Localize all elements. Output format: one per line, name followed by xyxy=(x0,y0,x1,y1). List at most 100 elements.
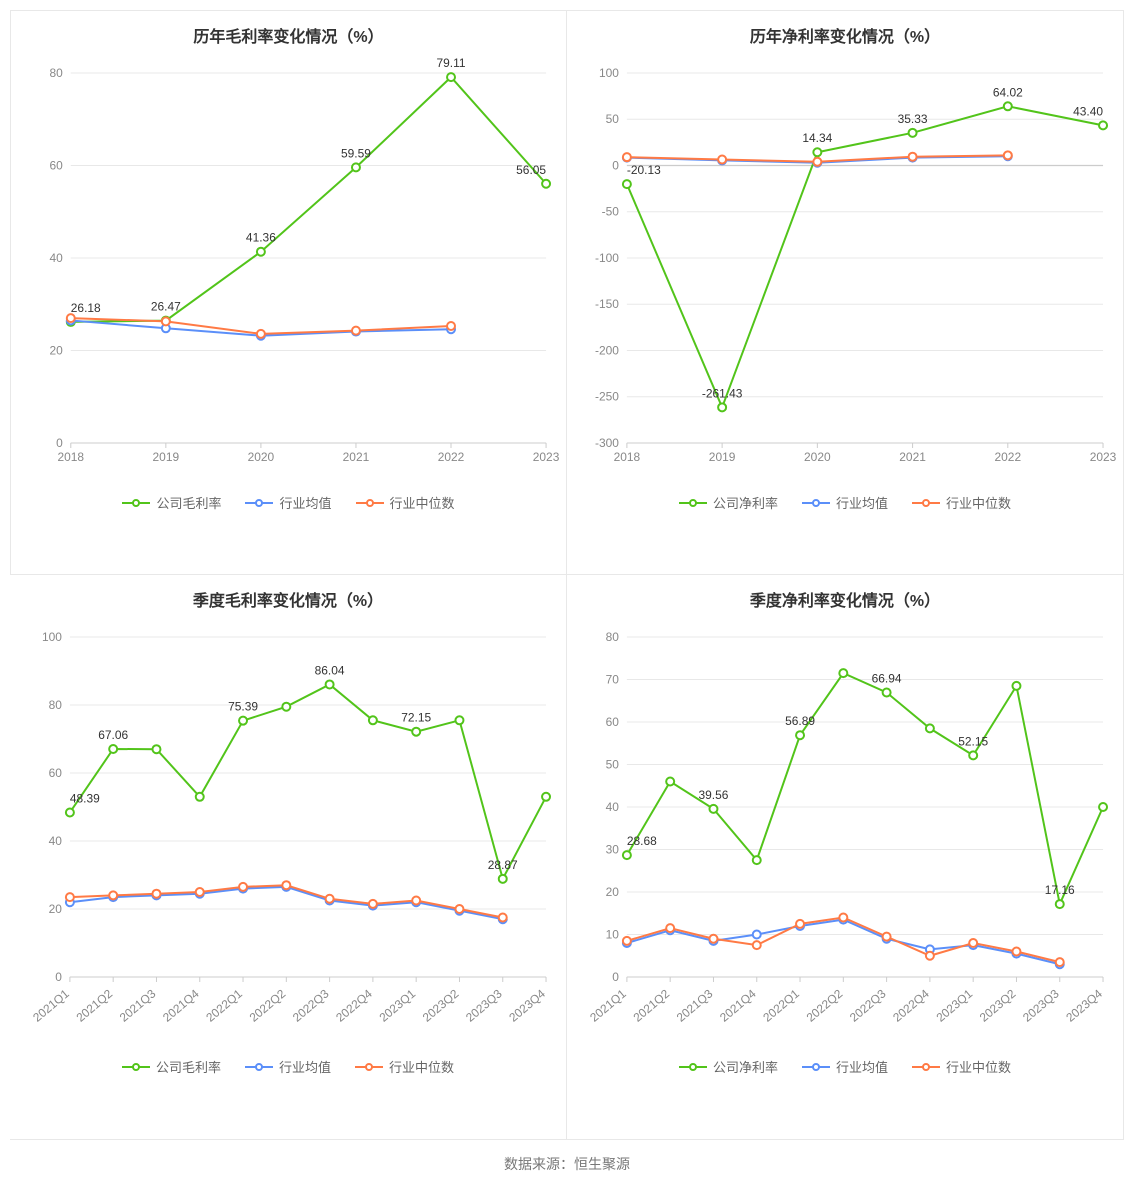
svg-text:2022: 2022 xyxy=(438,450,465,464)
svg-text:2021Q3: 2021Q3 xyxy=(674,986,716,1024)
svg-text:64.02: 64.02 xyxy=(993,85,1023,99)
svg-text:14.34: 14.34 xyxy=(802,131,832,145)
svg-text:56.89: 56.89 xyxy=(785,714,815,728)
legend-label: 公司净利率 xyxy=(713,1057,778,1076)
svg-text:2023Q2: 2023Q2 xyxy=(977,986,1019,1024)
legend-label: 行业中位数 xyxy=(946,1057,1011,1076)
svg-text:48.39: 48.39 xyxy=(70,791,100,805)
legend-item[interactable]: 公司净利率 xyxy=(679,493,778,512)
svg-text:100: 100 xyxy=(42,630,62,644)
legend-item[interactable]: 公司毛利率 xyxy=(122,493,221,512)
svg-text:2022Q2: 2022Q2 xyxy=(247,986,289,1024)
legend-item[interactable]: 行业均值 xyxy=(245,1057,331,1076)
legend-label: 公司净利率 xyxy=(713,493,778,512)
legend-item[interactable]: 行业均值 xyxy=(802,493,888,512)
svg-text:75.39: 75.39 xyxy=(228,700,258,714)
legend-label: 行业中位数 xyxy=(390,493,455,512)
svg-text:2023Q1: 2023Q1 xyxy=(377,986,419,1024)
svg-text:2022: 2022 xyxy=(994,450,1021,464)
svg-text:2021: 2021 xyxy=(899,450,926,464)
legend-item[interactable]: 行业中位数 xyxy=(356,493,455,512)
svg-text:20: 20 xyxy=(50,343,64,357)
legend-label: 行业中位数 xyxy=(946,493,1011,512)
legend-label: 行业均值 xyxy=(836,1057,888,1076)
svg-text:26.18: 26.18 xyxy=(71,301,101,315)
svg-text:-50: -50 xyxy=(602,205,620,219)
svg-text:2018: 2018 xyxy=(57,450,84,464)
svg-text:2021Q4: 2021Q4 xyxy=(160,986,202,1024)
svg-text:0: 0 xyxy=(56,436,63,450)
svg-text:79.11: 79.11 xyxy=(437,56,466,70)
svg-text:2022Q4: 2022Q4 xyxy=(890,986,932,1024)
svg-text:28.87: 28.87 xyxy=(488,858,518,872)
legend-item[interactable]: 行业均值 xyxy=(802,1057,888,1076)
svg-text:86.04: 86.04 xyxy=(315,663,345,677)
svg-text:40: 40 xyxy=(606,800,620,814)
svg-text:40: 40 xyxy=(49,834,63,848)
svg-text:2019: 2019 xyxy=(153,450,180,464)
legend-item[interactable]: 行业均值 xyxy=(245,493,331,512)
svg-text:2022Q2: 2022Q2 xyxy=(804,986,846,1024)
svg-text:2023Q2: 2023Q2 xyxy=(420,986,462,1024)
legend-item[interactable]: 公司毛利率 xyxy=(122,1057,221,1076)
legend-swatch-icon xyxy=(679,1061,707,1073)
legend-swatch-icon xyxy=(245,497,273,509)
svg-text:60: 60 xyxy=(50,158,64,172)
svg-text:2020: 2020 xyxy=(804,450,831,464)
chart-legend: 公司毛利率 行业均值 行业中位数 xyxy=(11,483,566,530)
legend-swatch-icon xyxy=(912,497,940,509)
svg-text:60: 60 xyxy=(606,715,620,729)
legend-swatch-icon xyxy=(355,1061,383,1073)
svg-text:2023Q1: 2023Q1 xyxy=(934,986,976,1024)
legend-swatch-icon xyxy=(356,497,384,509)
legend-label: 行业均值 xyxy=(836,493,888,512)
svg-text:52.15: 52.15 xyxy=(958,734,988,748)
svg-text:2023Q4: 2023Q4 xyxy=(506,986,548,1024)
svg-text:2021Q2: 2021Q2 xyxy=(74,986,116,1024)
legend-label: 行业均值 xyxy=(279,493,331,512)
legend-item[interactable]: 行业中位数 xyxy=(912,493,1011,512)
svg-text:2023: 2023 xyxy=(533,450,560,464)
svg-text:72.15: 72.15 xyxy=(401,711,431,725)
legend-item[interactable]: 行业中位数 xyxy=(912,1057,1011,1076)
chart-panel-annual_gross: 历年毛利率变化情况（%）0204060802018201920202021202… xyxy=(10,10,567,575)
svg-text:2023: 2023 xyxy=(1090,450,1117,464)
legend-item[interactable]: 行业中位数 xyxy=(355,1057,454,1076)
svg-text:2021: 2021 xyxy=(343,450,370,464)
chart-title: 季度毛利率变化情况（%） xyxy=(10,575,566,617)
legend-swatch-icon xyxy=(802,1061,830,1073)
svg-text:0: 0 xyxy=(612,970,619,984)
plot-area: 02040608020182019202020212022202326.1826… xyxy=(11,53,566,483)
svg-text:28.68: 28.68 xyxy=(627,834,657,848)
svg-text:66.94: 66.94 xyxy=(872,671,902,685)
svg-text:-200: -200 xyxy=(595,343,619,357)
svg-text:30: 30 xyxy=(606,842,620,856)
plot-area: -300-250-200-150-100-5005010020182019202… xyxy=(567,53,1123,483)
svg-text:2023Q3: 2023Q3 xyxy=(463,986,505,1024)
data-source-footer: 数据来源：恒生聚源 xyxy=(10,1140,1124,1180)
legend-label: 公司毛利率 xyxy=(156,1057,221,1076)
svg-text:2021Q2: 2021Q2 xyxy=(631,986,673,1024)
svg-text:20: 20 xyxy=(606,885,620,899)
chart-title: 历年净利率变化情况（%） xyxy=(567,11,1123,53)
legend-label: 行业中位数 xyxy=(389,1057,454,1076)
svg-text:0: 0 xyxy=(55,970,62,984)
svg-text:17.16: 17.16 xyxy=(1045,883,1075,897)
svg-text:0: 0 xyxy=(612,158,619,172)
svg-text:-150: -150 xyxy=(595,297,619,311)
svg-text:2023Q4: 2023Q4 xyxy=(1063,986,1105,1024)
svg-text:2022Q3: 2022Q3 xyxy=(847,986,889,1024)
svg-text:60: 60 xyxy=(49,766,63,780)
svg-text:2019: 2019 xyxy=(709,450,736,464)
svg-text:2021Q1: 2021Q1 xyxy=(587,986,629,1024)
svg-text:-100: -100 xyxy=(595,251,619,265)
legend-item[interactable]: 公司净利率 xyxy=(679,1057,778,1076)
svg-text:41.36: 41.36 xyxy=(246,231,276,245)
plot-area: 010203040506070802021Q12021Q22021Q32021Q… xyxy=(567,617,1123,1047)
legend-label: 公司毛利率 xyxy=(156,493,221,512)
svg-text:70: 70 xyxy=(606,672,620,686)
chart-panel-quarter_gross: 季度毛利率变化情况（%）0204060801002021Q12021Q22021… xyxy=(10,575,567,1140)
svg-text:2022Q4: 2022Q4 xyxy=(333,986,375,1024)
legend-swatch-icon xyxy=(122,1061,150,1073)
svg-text:39.56: 39.56 xyxy=(699,788,729,802)
